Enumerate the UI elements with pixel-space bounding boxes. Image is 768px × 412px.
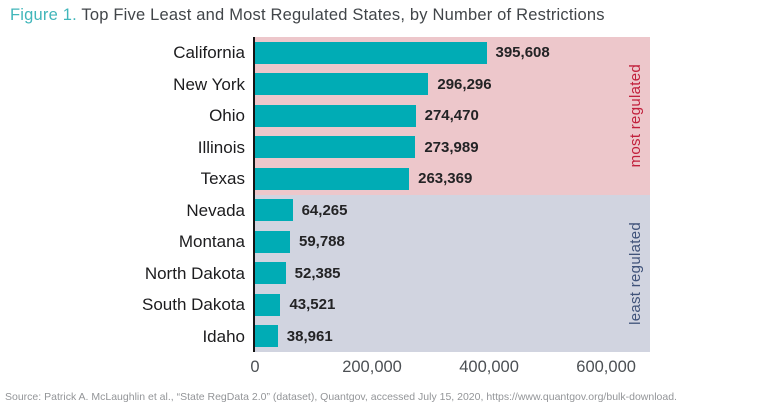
bar-least-8 [255,293,281,316]
x-axis-tick-label: 600,000 [576,358,636,376]
least-regulated-label: least regulated [626,221,644,325]
bar-least-7 [255,262,286,285]
state-label: California [173,43,245,62]
source-citation: Source: Patrick A. McLaughlin et al., “S… [5,391,677,403]
x-axis-tick-label: 0 [250,358,260,376]
value-label: 263,369 [418,170,473,188]
y-axis-line [253,37,255,352]
value-label: 59,788 [298,233,345,251]
bar-chart: most regulated least regulated Californi… [0,37,768,376]
state-label: South Dakota [141,295,245,314]
state-label: Nevada [186,200,245,220]
state-label: North Dakota [144,263,245,283]
state-label: Illinois [197,137,245,157]
bar-most-4 [255,167,410,190]
state-label: Texas [200,169,245,188]
state-label: New York [173,74,245,94]
state-label: Idaho [202,326,245,346]
value-label: 52,385 [294,264,341,282]
value-label: 38,961 [286,327,333,345]
most-regulated-label: most regulated [626,64,644,168]
bar-most-1 [255,73,429,96]
figure-number-label: Figure 1. [10,6,77,24]
bar-most-0 [255,41,487,64]
state-label: Montana [178,232,245,251]
most-regulated-label-box: most regulated [622,37,648,195]
bar-least-6 [255,230,290,253]
value-label: 273,989 [424,138,479,156]
bar-least-9 [255,325,278,348]
state-label: Ohio [209,106,245,125]
least-regulated-label-box: least regulated [622,195,648,353]
bar-most-2 [255,104,416,127]
figure-title-text: Top Five Least and Most Regulated States… [76,6,605,24]
value-label: 43,521 [289,296,336,314]
least-regulated-band [255,194,650,352]
figure-title: Figure 1. Top Five Least and Most Regula… [10,6,605,25]
value-label: 64,265 [301,201,348,219]
value-label: 296,296 [437,75,492,93]
x-axis-tick-label: 200,000 [342,358,402,376]
x-axis-tick-label: 400,000 [459,358,519,376]
value-label: 274,470 [424,107,479,125]
bar-least-5 [255,199,293,222]
bar-most-3 [255,136,416,159]
value-label: 395,608 [495,44,550,62]
